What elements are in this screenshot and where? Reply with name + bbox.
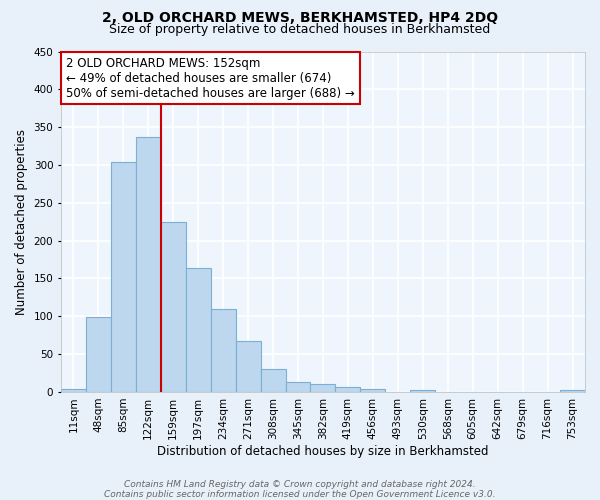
Bar	[186, 268, 211, 392]
Bar	[236, 340, 260, 392]
Bar	[335, 388, 361, 392]
Bar	[286, 382, 310, 392]
Text: Size of property relative to detached houses in Berkhamsted: Size of property relative to detached ho…	[109, 22, 491, 36]
Bar	[410, 390, 435, 392]
Bar	[86, 317, 111, 392]
Bar	[310, 384, 335, 392]
Y-axis label: Number of detached properties: Number of detached properties	[15, 128, 28, 314]
Text: 2 OLD ORCHARD MEWS: 152sqm
← 49% of detached houses are smaller (674)
50% of sem: 2 OLD ORCHARD MEWS: 152sqm ← 49% of deta…	[66, 56, 355, 100]
Text: Contains HM Land Registry data © Crown copyright and database right 2024.
Contai: Contains HM Land Registry data © Crown c…	[104, 480, 496, 499]
Bar	[260, 368, 286, 392]
Bar	[136, 137, 161, 392]
Bar	[111, 162, 136, 392]
Text: 2, OLD ORCHARD MEWS, BERKHAMSTED, HP4 2DQ: 2, OLD ORCHARD MEWS, BERKHAMSTED, HP4 2D…	[102, 11, 498, 25]
Bar	[61, 389, 86, 392]
Bar	[161, 222, 186, 392]
Bar	[361, 389, 385, 392]
Bar	[211, 310, 236, 392]
X-axis label: Distribution of detached houses by size in Berkhamsted: Distribution of detached houses by size …	[157, 444, 489, 458]
Bar	[560, 390, 585, 392]
